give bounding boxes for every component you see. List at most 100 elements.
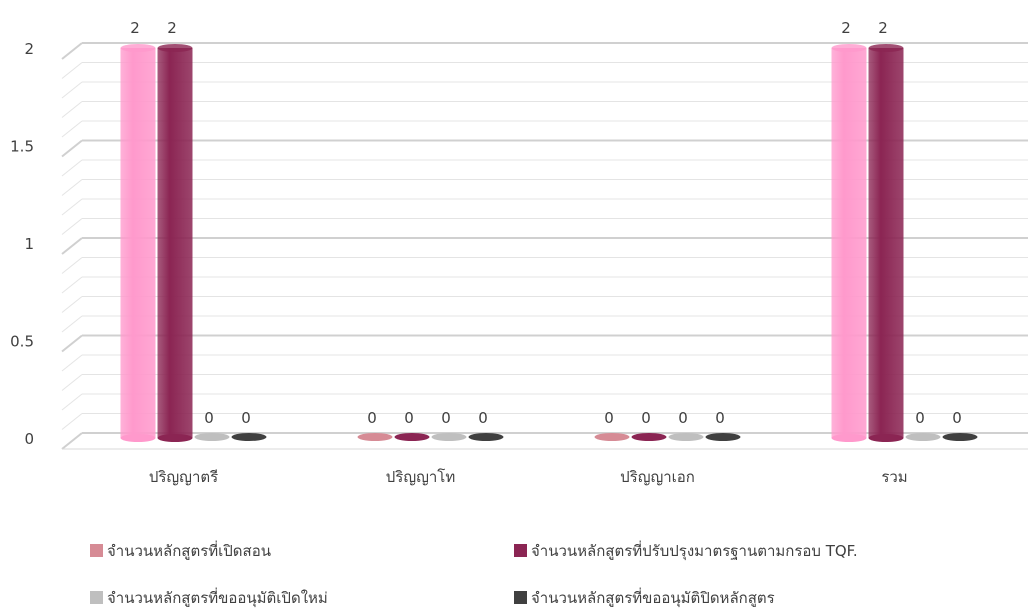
bar-base (157, 434, 193, 442)
legend-label: จำนวนหลักสูตรที่ปรับปรุงมาตรฐานตามกรอบ T… (531, 540, 858, 561)
bar-body (868, 48, 904, 438)
bar-flat (594, 433, 630, 441)
bar-flat (231, 433, 267, 441)
bar-series-3 (468, 433, 504, 441)
bar-top (157, 44, 193, 52)
bar-flat (631, 433, 667, 441)
bar-series-3 (231, 433, 267, 441)
depth-gridline (61, 139, 83, 158)
bar-series-1 (631, 433, 667, 441)
bar-series-3 (705, 433, 741, 441)
bar-top (120, 44, 156, 52)
data-label: 0 (441, 409, 451, 427)
bar-flat (394, 433, 430, 441)
bar-flat (705, 433, 741, 441)
depth-gridline (61, 276, 83, 294)
bar-series-2 (668, 433, 704, 441)
bar-series-0 (120, 44, 156, 442)
bar-series-0 (594, 433, 630, 441)
depth-gridline (61, 432, 83, 450)
legend-entry-series-2: จำนวนหลักสูตรที่ขออนุมัติเปิดใหม่ (90, 587, 328, 608)
bar-base (831, 434, 867, 442)
depth-gridline (61, 393, 83, 411)
x-tick-label: ปริญญาเอก (620, 468, 695, 486)
data-label: 2 (841, 19, 851, 37)
data-labels-layer: 2 2 0 0 0 0 0 0 0 0 0 0 2 2 0 0 (130, 19, 962, 427)
bar-series-0 (831, 44, 867, 442)
bar-series-2 (431, 433, 467, 441)
y-tick-label: 1.5 (10, 138, 34, 156)
depth-gridline (61, 42, 83, 60)
bar-flat (194, 433, 230, 441)
data-label: 0 (604, 409, 614, 427)
bar-base (868, 434, 904, 442)
depth-gridline (61, 315, 83, 333)
legend-label: จำนวนหลักสูตรที่ขออนุมัติเปิดใหม่ (107, 587, 328, 608)
data-label: 0 (678, 409, 688, 427)
bar-series-3 (942, 433, 978, 441)
bar-top (831, 44, 867, 52)
y-axis: 0 0.5 1 1.5 2 (10, 40, 34, 448)
x-tick-label: รวม (881, 468, 907, 486)
depth-gridline (61, 159, 83, 177)
bar-flat (468, 433, 504, 441)
depth-gridline (61, 81, 83, 99)
legend-entry-series-1: จำนวนหลักสูตรที่ปรับปรุงมาตรฐานตามกรอบ T… (514, 540, 858, 561)
legend: จำนวนหลักสูตรที่เปิดสอน จำนวนหลักสูตรที่ป… (90, 540, 858, 608)
data-label: 2 (167, 19, 177, 37)
data-label: 2 (878, 19, 888, 37)
legend-swatch (90, 544, 103, 557)
bars-layer (120, 44, 978, 442)
y-tick-label: 1 (24, 235, 34, 253)
legend-swatch (514, 544, 527, 557)
bar-flat (668, 433, 704, 441)
data-label: 0 (952, 409, 962, 427)
bar-series-2 (194, 433, 230, 441)
depth-gridline (61, 296, 83, 313)
depth-gridline (61, 354, 83, 372)
data-label: 0 (367, 409, 377, 427)
data-label: 2 (130, 19, 140, 37)
legend-entry-series-0: จำนวนหลักสูตรที่เปิดสอน (90, 540, 271, 560)
depth-gridline (61, 101, 83, 118)
x-tick-label: ปริญญาโท (386, 468, 456, 486)
bar-series-1 (394, 433, 430, 441)
bar-body (120, 48, 156, 438)
bar-flat (431, 433, 467, 441)
legend-entry-series-3: จำนวนหลักสูตรที่ขออนุมัติปิดหลักสูตร (514, 587, 775, 608)
depth-gridline (61, 257, 83, 274)
y-tick-label: 0 (24, 430, 34, 448)
depth-gridline (61, 120, 83, 138)
data-label: 0 (478, 409, 488, 427)
x-tick-label: ปริญญาตรี (149, 468, 218, 486)
bar-body (157, 48, 193, 438)
bar-series-1 (868, 44, 904, 442)
bar-flat (905, 433, 941, 441)
depth-gridline (61, 334, 83, 353)
legend-swatch (514, 591, 527, 604)
bar-flat (357, 433, 393, 441)
x-axis: ปริญญาตรี ปริญญาโท ปริญญาเอก รวม (149, 468, 908, 486)
depth-gridline (61, 374, 83, 391)
legend-label: จำนวนหลักสูตรที่ขออนุมัติปิดหลักสูตร (531, 587, 775, 608)
depth-gridline (61, 413, 83, 430)
depth-gridline (61, 237, 83, 255)
data-label: 0 (715, 409, 725, 427)
bar-top (868, 44, 904, 52)
legend-label: จำนวนหลักสูตรที่เปิดสอน (107, 540, 271, 560)
legend-swatch (90, 591, 103, 604)
depth-gridline (61, 62, 83, 79)
bar-body (831, 48, 867, 438)
depth-gridline (61, 198, 83, 216)
depth-gridline (61, 218, 83, 235)
depth-gridline (61, 179, 83, 196)
bar-series-1 (157, 44, 193, 442)
y-tick-label: 2 (24, 40, 34, 58)
data-label: 0 (404, 409, 414, 427)
data-label: 0 (204, 409, 214, 427)
data-label: 0 (241, 409, 251, 427)
data-label: 0 (641, 409, 651, 427)
y-tick-label: 0.5 (10, 333, 34, 351)
